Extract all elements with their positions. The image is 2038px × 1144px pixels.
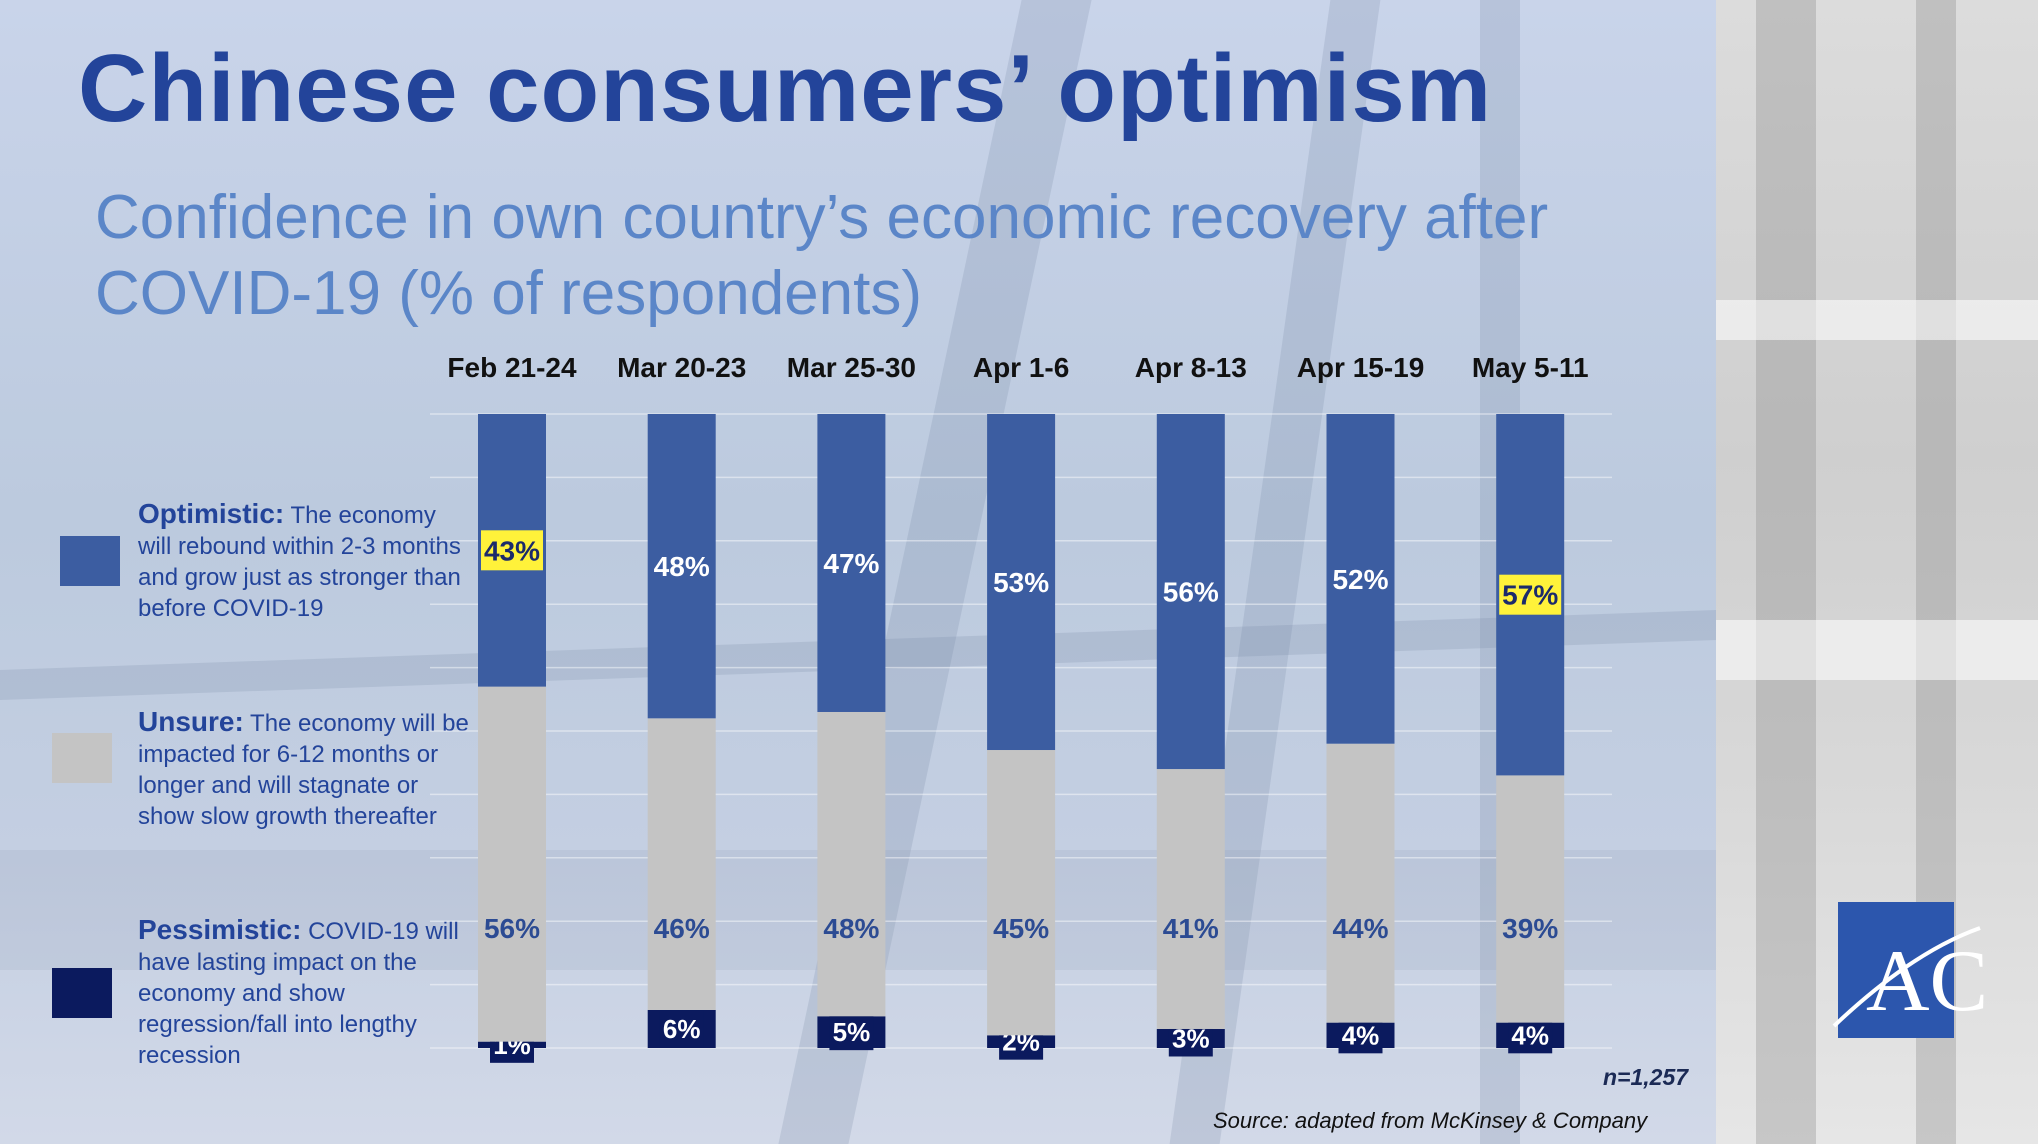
legend-swatch-pessimistic xyxy=(52,968,112,1018)
data-label-bg xyxy=(1338,1017,1383,1054)
sample-size: n=1,257 xyxy=(1603,1064,1689,1090)
bar-optimistic xyxy=(1156,414,1225,770)
data-label-pessimistic: 4% xyxy=(1342,1020,1380,1050)
data-label-unsure: 46% xyxy=(654,913,710,944)
legend-label-unsure: Unsure: xyxy=(138,706,244,737)
source-note: Source: adapted from McKinsey & Company xyxy=(1213,1108,1648,1133)
category-label: Feb 21-24 xyxy=(447,352,577,383)
data-label-optimistic: 56% xyxy=(1163,577,1219,608)
category-label: Mar 20-23 xyxy=(617,352,746,383)
bar-optimistic xyxy=(987,414,1056,751)
bar-unsure xyxy=(478,686,546,1042)
data-label-pessimistic: 4% xyxy=(1511,1020,1549,1050)
category-label: May 5-11 xyxy=(1472,352,1589,383)
side-panel-photo xyxy=(1716,0,2038,1144)
bar-optimistic xyxy=(647,414,716,719)
bar-unsure xyxy=(1496,775,1565,1023)
bar-unsure xyxy=(647,718,716,1010)
data-label-unsure: 48% xyxy=(823,913,879,944)
chart-subtitle: Confidence in own country’s economic rec… xyxy=(95,183,1549,328)
data-label-optimistic: 52% xyxy=(1332,564,1388,595)
data-label-bg xyxy=(829,1014,874,1051)
data-label-highlight xyxy=(481,530,543,571)
data-label-unsure: 45% xyxy=(993,913,1049,944)
bar-unsure xyxy=(1156,769,1225,1029)
legend-label-optimistic: Optimistic: xyxy=(138,498,285,529)
legend-swatch-optimistic xyxy=(60,536,120,586)
data-label-unsure: 56% xyxy=(484,913,540,944)
data-label-pessimistic: 5% xyxy=(833,1017,871,1047)
bar-unsure xyxy=(1326,743,1395,1023)
bar-optimistic xyxy=(817,414,886,712)
legend-label-pessimistic: Pessimistic: xyxy=(138,914,302,945)
data-label-optimistic: 47% xyxy=(823,548,879,579)
legend-swatch-unsure xyxy=(52,733,112,783)
data-label-unsure: 41% xyxy=(1163,913,1219,944)
data-label-unsure: 39% xyxy=(1502,913,1558,944)
legend-item-optimistic: Optimistic: The economy will rebound wit… xyxy=(138,498,473,624)
bar-optimistic xyxy=(1326,414,1395,744)
legend-desc-optimistic: The economy will rebound within 2-3 mont… xyxy=(138,502,461,622)
category-label: Apr 15-19 xyxy=(1297,352,1425,383)
bar-unsure xyxy=(817,711,886,1017)
legend-item-pessimistic: Pessimistic: COVID-19 will have lasting … xyxy=(138,914,473,1071)
aci-logo: ACI xyxy=(1832,902,1984,1038)
category-label: Apr 1-6 xyxy=(973,352,1069,383)
data-label-highlight xyxy=(1499,574,1562,615)
data-label-optimistic: 43% xyxy=(484,535,540,566)
legend-desc-unsure: The economy will be impacted for 6-12 mo… xyxy=(138,710,469,830)
bar-unsure xyxy=(987,750,1056,1036)
data-label-unsure: 44% xyxy=(1332,913,1388,944)
page-title: Chinese consumers’ optimism xyxy=(78,35,1493,142)
legend-desc-pessimistic: COVID-19 will have lasting impact on the… xyxy=(138,918,459,1069)
category-label: Apr 8-13 xyxy=(1135,352,1247,383)
category-label: Mar 25-30 xyxy=(787,352,916,383)
data-label-pessimistic: 6% xyxy=(663,1014,701,1044)
data-label-optimistic: 57% xyxy=(1502,580,1558,611)
data-label-bg xyxy=(1508,1017,1553,1054)
data-label-optimistic: 48% xyxy=(654,551,710,582)
data-label-optimistic: 53% xyxy=(993,567,1049,598)
data-label-bg xyxy=(659,1010,704,1047)
legend-item-unsure: Unsure: The economy will be impacted for… xyxy=(138,706,473,832)
